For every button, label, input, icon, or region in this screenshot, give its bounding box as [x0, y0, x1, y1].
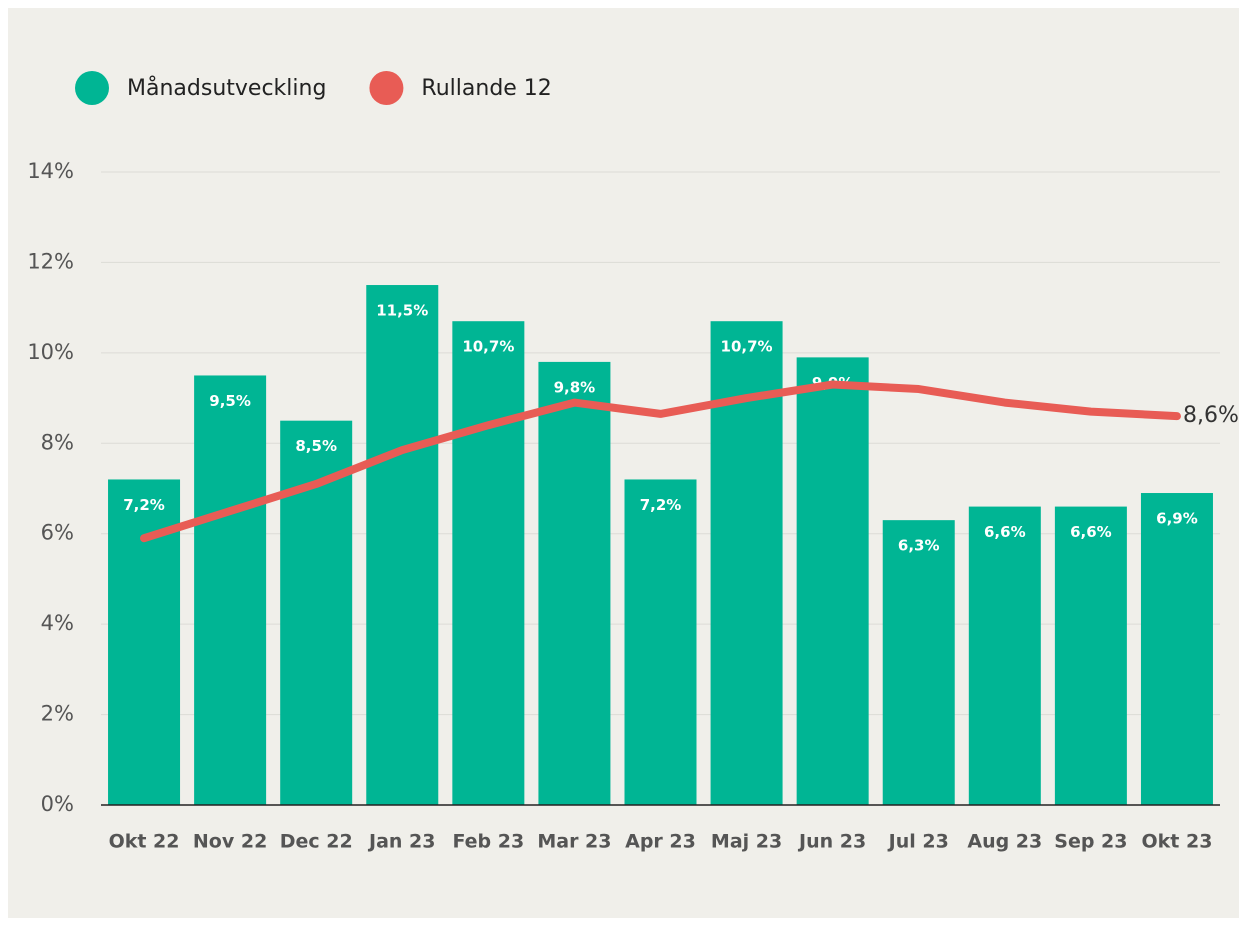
legend-marker	[369, 71, 404, 105]
x-tick-label: Jan 23	[367, 831, 435, 853]
data-label: 7,2%	[123, 496, 165, 514]
bar	[1140, 493, 1213, 805]
y-tick-label: 4%	[41, 611, 74, 635]
x-tick-label: Maj 23	[711, 831, 782, 853]
x-tick-label: Dec 22	[280, 831, 353, 853]
data-label: 6,3%	[898, 537, 940, 555]
background	[8, 8, 1239, 918]
x-tick-label: Apr 23	[625, 831, 696, 853]
y-tick-label: 2%	[41, 702, 74, 726]
bar	[366, 285, 439, 805]
data-label: 8,5%	[295, 437, 337, 455]
bar	[796, 357, 869, 805]
line	[140, 380, 1181, 543]
y-tick-label: 0%	[41, 792, 74, 816]
data-label: 9,5%	[209, 392, 251, 410]
bar	[1054, 506, 1127, 805]
bar	[882, 520, 955, 805]
data-label: 11,5%	[376, 302, 428, 320]
x-tick-label: Aug 23	[967, 831, 1042, 853]
bar	[538, 361, 611, 805]
x-tick-label: Sep 23	[1054, 831, 1127, 853]
y-tick-label: 14%	[27, 159, 74, 183]
data-label: 6,6%	[984, 523, 1026, 541]
legend-label: Rullande 12	[421, 76, 551, 101]
data-label: 10,7%	[462, 338, 514, 356]
x-tick-label: Feb 23	[452, 831, 524, 853]
data-label: 9,8%	[554, 378, 596, 396]
bar	[624, 479, 697, 805]
data-label: 8,6%	[1183, 403, 1239, 428]
x-tick-label: Okt 23	[1141, 831, 1212, 853]
data-label: 6,6%	[1070, 523, 1112, 541]
x-tick-label: Jul 23	[887, 831, 949, 853]
y-tick-label: 12%	[27, 249, 74, 273]
y-tick-label: 8%	[41, 430, 74, 454]
bar	[194, 375, 267, 805]
data-label: 6,9%	[1156, 510, 1198, 528]
y-tick-label: 10%	[27, 340, 74, 364]
x-tick-label: Jun 23	[797, 831, 866, 853]
legend-label: Månadsutveckling	[127, 75, 326, 101]
bar	[968, 506, 1041, 805]
x-tick-label: Nov 22	[193, 831, 267, 853]
bar	[452, 321, 525, 805]
legend-marker	[75, 71, 109, 105]
x-tick-label: Mar 23	[537, 831, 611, 853]
y-tick-label: 6%	[41, 521, 74, 545]
data-label: 10,7%	[721, 338, 773, 356]
data-label: 7,2%	[640, 496, 682, 514]
x-tick-label: Okt 22	[109, 831, 180, 853]
